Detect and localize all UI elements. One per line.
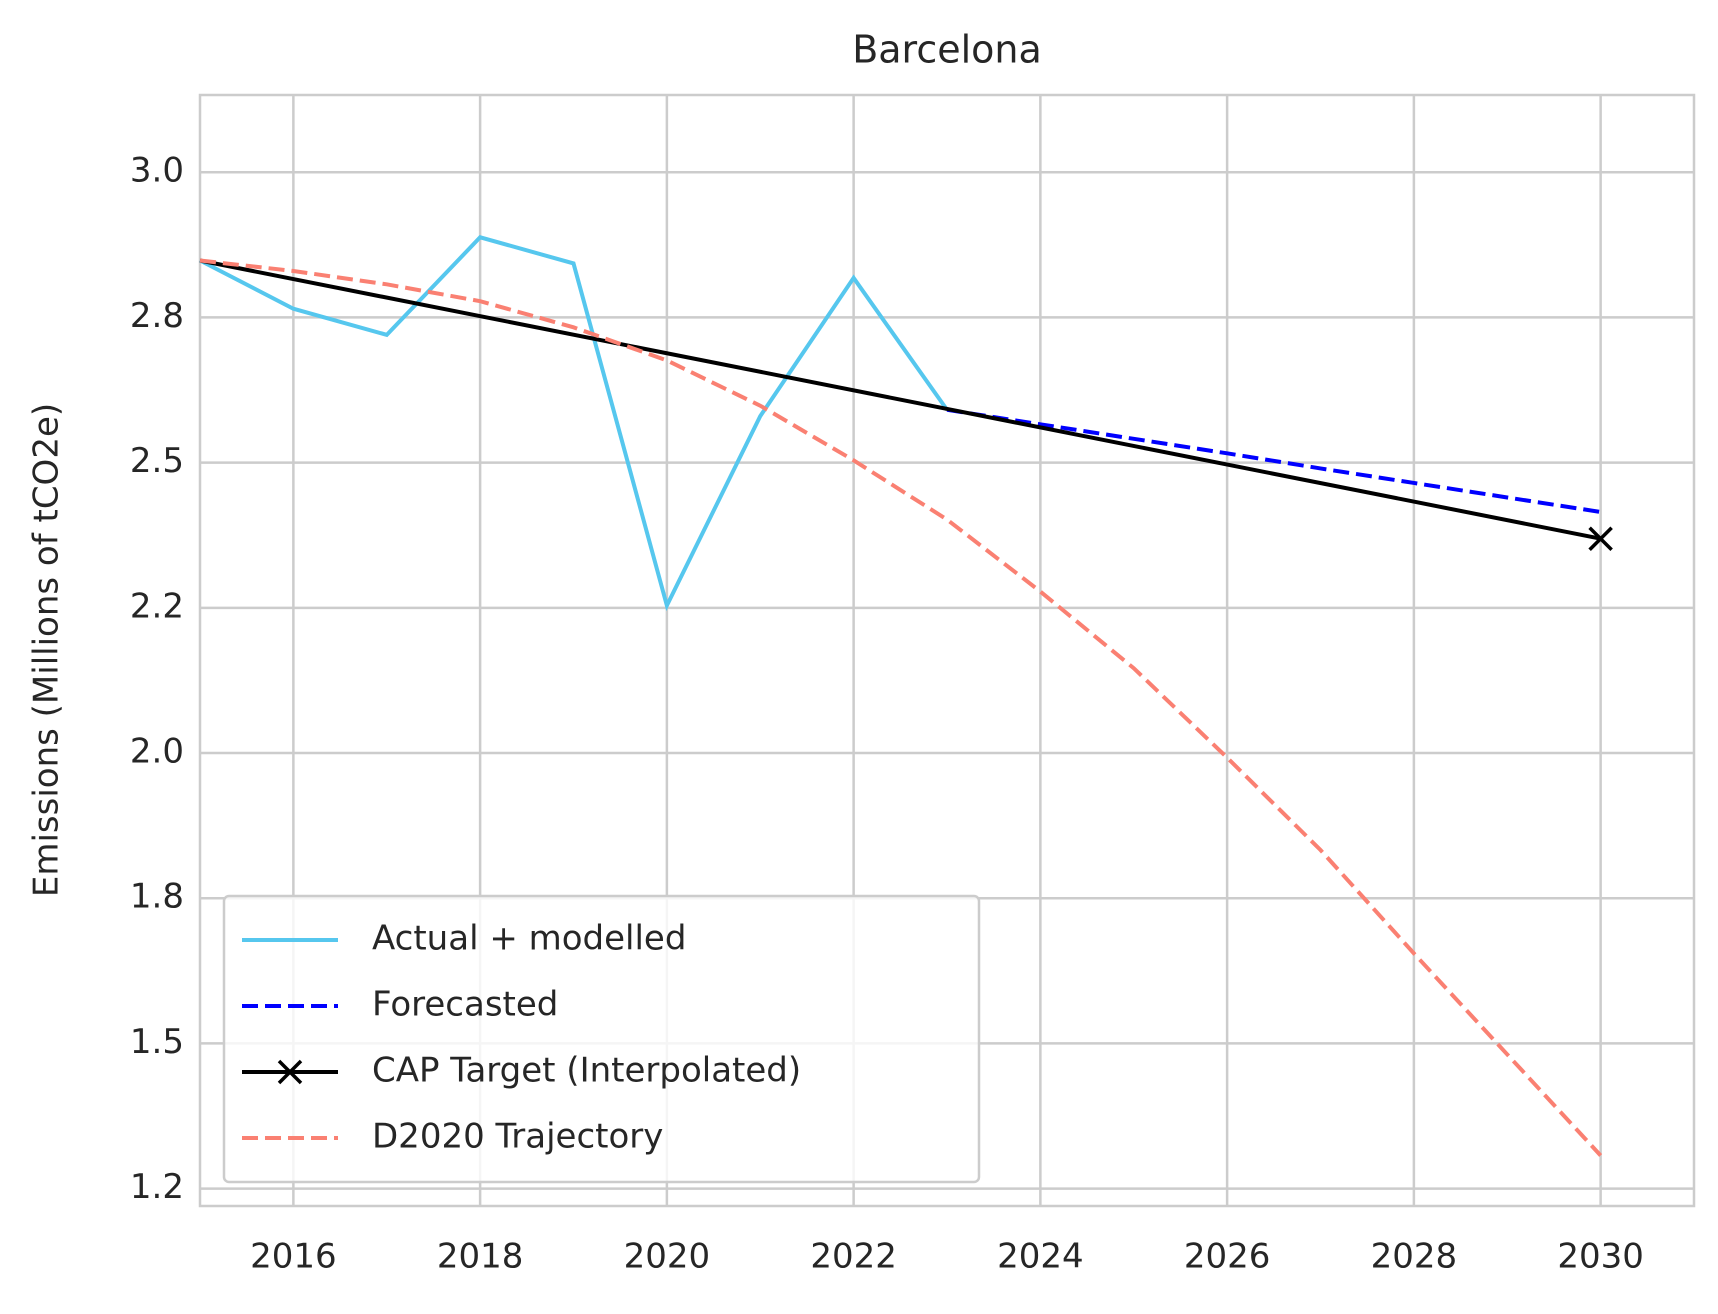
y-tick-label: 1.5: [130, 1022, 184, 1062]
marker: [277, 1059, 303, 1085]
y-tick-label: 2.5: [130, 441, 184, 481]
y-tick-label: 2.2: [130, 586, 184, 626]
marker: [1588, 526, 1613, 551]
x-tick-label: 2024: [997, 1237, 1084, 1277]
legend-label: D2020 Trajectory: [372, 1117, 663, 1157]
y-tick-label: 2.8: [130, 296, 184, 336]
x-tick-label: 2026: [1184, 1237, 1271, 1277]
series-line: [199, 235, 949, 612]
x-tick-label: 2028: [1371, 1237, 1458, 1277]
chart-title: Barcelona: [852, 28, 1042, 72]
y-tick-label: 3.0: [130, 151, 184, 191]
legend-label: CAP Target (Interpolated): [372, 1051, 801, 1091]
x-tick-label: 2018: [437, 1237, 524, 1277]
y-tick-label: 2.0: [130, 732, 184, 772]
series-line: [199, 258, 1603, 1157]
y-tick-label: 1.8: [130, 877, 184, 917]
series-line: [946, 407, 1601, 514]
series-line: [199, 258, 1602, 541]
x-tick-label: 2016: [250, 1237, 337, 1277]
legend-box: [222, 894, 981, 1184]
legend-label: Actual + modelled: [372, 919, 686, 959]
legend-label: Forecasted: [372, 985, 558, 1025]
y-axis-label: Emissions (Millions of tCO2e): [27, 403, 67, 897]
x-tick-label: 2020: [624, 1237, 711, 1277]
x-tick-label: 2022: [810, 1237, 897, 1277]
y-tick-label: 1.2: [130, 1167, 184, 1207]
x-tick-label: 2030: [1557, 1237, 1644, 1277]
